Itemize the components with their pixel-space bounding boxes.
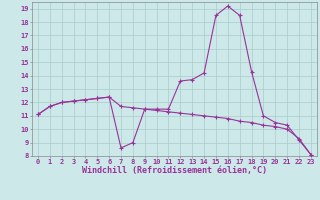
X-axis label: Windchill (Refroidissement éolien,°C): Windchill (Refroidissement éolien,°C): [82, 166, 267, 175]
